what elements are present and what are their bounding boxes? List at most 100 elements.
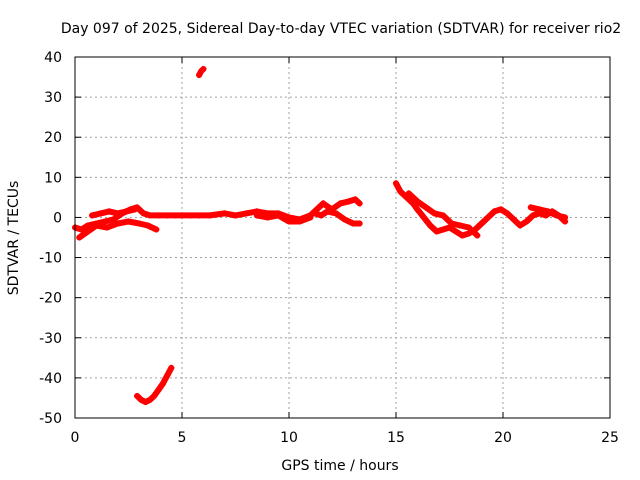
- plot-frame: [74, 56, 611, 419]
- data-point: [196, 72, 203, 79]
- data-point: [168, 364, 175, 371]
- data-point: [497, 206, 504, 213]
- data-point: [320, 200, 327, 207]
- data-point: [159, 380, 166, 387]
- data-point: [420, 214, 427, 221]
- x-axis: 0 5 10 15 20 25: [71, 57, 619, 446]
- y-tick-label: 20: [44, 130, 62, 146]
- data-point: [106, 208, 113, 215]
- data-point: [536, 206, 543, 213]
- series-layer: [72, 66, 569, 405]
- data-point: [307, 212, 314, 219]
- data-point: [393, 180, 399, 187]
- chart-title: Day 097 of 2025, Sidereal Day-to-day VTE…: [61, 21, 621, 37]
- data-point: [318, 212, 325, 219]
- data-point: [553, 212, 560, 219]
- data-point: [422, 204, 429, 211]
- data-point: [337, 200, 344, 207]
- data-point: [324, 208, 331, 215]
- x-tick-label: 15: [387, 430, 405, 446]
- x-axis-label: GPS time / hours: [281, 458, 398, 474]
- data-point: [125, 218, 132, 225]
- data-point: [356, 200, 363, 207]
- data-point: [138, 396, 145, 403]
- data-point: [431, 210, 438, 217]
- data-point: [333, 210, 340, 217]
- data-point: [350, 220, 357, 227]
- data-point: [356, 220, 363, 227]
- data-point: [286, 218, 292, 225]
- data-point: [123, 208, 130, 215]
- data-point: [155, 212, 162, 219]
- data-point: [452, 228, 459, 235]
- data-point: [341, 216, 348, 223]
- data-point: [440, 212, 447, 219]
- data-point: [345, 198, 352, 205]
- data-point: [114, 210, 121, 217]
- x-tick-label: 0: [71, 430, 80, 446]
- data-point: [131, 206, 138, 213]
- data-point: [206, 212, 213, 219]
- data-point: [151, 392, 158, 399]
- data-point: [97, 210, 104, 217]
- data-point: [76, 234, 83, 241]
- y-tick-label: 0: [53, 210, 62, 226]
- data-point: [164, 372, 171, 379]
- data-point: [146, 212, 153, 219]
- data-point: [510, 216, 517, 223]
- data-point: [114, 220, 121, 227]
- data-point: [78, 226, 85, 233]
- data-point: [84, 222, 91, 229]
- y-tick-label: -50: [39, 411, 62, 427]
- data-point: [523, 218, 530, 225]
- data-point: [264, 214, 271, 221]
- y-tick-label: -10: [39, 251, 62, 267]
- data-point: [110, 216, 117, 223]
- data-point: [448, 220, 455, 227]
- data-point: [405, 190, 412, 197]
- data-point: [200, 66, 207, 73]
- data-point: [172, 212, 179, 219]
- x-tick-label: 20: [494, 430, 512, 446]
- y-tick-label: -30: [39, 331, 62, 347]
- data-point: [134, 392, 141, 399]
- data-point: [155, 386, 162, 393]
- data-point: [311, 210, 318, 217]
- data-point: [84, 228, 91, 235]
- data-point: [101, 218, 108, 225]
- data-point: [352, 196, 359, 203]
- data-point: [140, 210, 147, 217]
- data-point: [474, 232, 481, 239]
- data-point: [414, 198, 421, 205]
- data-point: [491, 208, 498, 215]
- data-point: [529, 212, 536, 219]
- data-point: [465, 224, 472, 231]
- data-point: [187, 212, 194, 219]
- data-point: [136, 220, 143, 227]
- data-point: [243, 210, 250, 217]
- grid: [75, 57, 610, 418]
- data-point: [485, 214, 492, 221]
- data-point: [232, 212, 239, 219]
- data-point: [153, 226, 160, 233]
- data-point: [562, 214, 569, 221]
- data-point: [275, 212, 282, 219]
- data-point: [517, 222, 524, 229]
- data-point: [433, 228, 440, 235]
- x-tick-label: 5: [178, 430, 187, 446]
- data-point: [179, 212, 185, 219]
- data-point: [196, 212, 203, 219]
- y-tick-label: 10: [44, 170, 62, 186]
- data-point: [544, 208, 551, 215]
- data-point: [478, 220, 485, 227]
- data-point: [527, 204, 534, 211]
- data-point: [504, 210, 511, 217]
- y-tick-label: -20: [39, 291, 62, 307]
- data-point: [440, 226, 447, 233]
- data-point: [427, 222, 434, 229]
- data-point: [146, 396, 153, 403]
- data-point: [459, 232, 466, 239]
- data-point: [93, 222, 100, 229]
- data-point: [144, 222, 151, 229]
